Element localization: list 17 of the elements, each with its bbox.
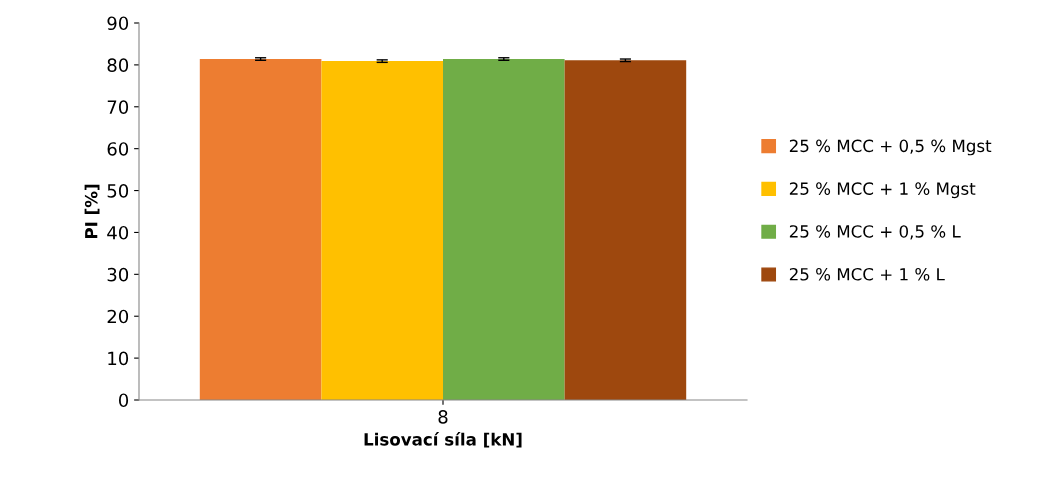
y-tick-label: 60 xyxy=(107,142,129,156)
x-tick-label: 8 xyxy=(438,410,448,424)
y-tick-label: 0 xyxy=(118,393,129,408)
legend-label: 25 % MCC + 1 % Mgst xyxy=(789,182,976,199)
y-tick-label: 90 xyxy=(107,16,129,31)
y-tick-label: 80 xyxy=(107,58,129,73)
y-tick-label: 40 xyxy=(107,225,129,240)
y-tick-label: 20 xyxy=(107,309,129,324)
y-tick-label: 30 xyxy=(107,267,129,282)
legend-label: 25 % MCC + 0,5 % Mgst xyxy=(789,139,992,156)
legend-label: 25 % MCC + 1 % L xyxy=(789,267,945,281)
y-tick-label: 50 xyxy=(107,184,129,198)
y-tick-label: 70 xyxy=(107,100,129,114)
y-tick-label: 10 xyxy=(108,351,129,366)
legend-label: 25 % MCC + 0,5 % L xyxy=(789,225,961,240)
x-axis-title: Lisovací síla [kN] xyxy=(364,432,522,448)
y-axis-title: PI [%] xyxy=(84,184,100,239)
